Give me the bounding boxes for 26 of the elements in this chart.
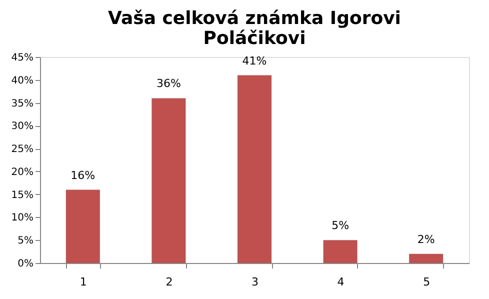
data-label: 5% xyxy=(332,219,350,232)
bar xyxy=(238,75,272,263)
data-label: 41% xyxy=(242,54,267,68)
bar xyxy=(409,254,444,263)
bar xyxy=(323,240,358,263)
y-tick-label: 30% xyxy=(11,121,34,132)
data-label: 36% xyxy=(156,77,181,90)
x-tick-label: 5 xyxy=(423,276,430,288)
data-label: 2% xyxy=(417,232,435,246)
y-tick-label: 45% xyxy=(11,52,34,64)
y-tick-label: 25% xyxy=(11,144,34,156)
data-label: 16% xyxy=(70,168,96,182)
x-tick-label: 4 xyxy=(337,276,344,288)
x-tick-label: 3 xyxy=(252,276,258,288)
bar xyxy=(66,190,100,263)
y-tick-label: 20% xyxy=(11,166,34,178)
x-tick-label: 1 xyxy=(80,276,87,288)
chart-title: Vaša celková známka Igorovi Poláčikovi xyxy=(108,8,401,49)
y-tick-label: 35% xyxy=(11,98,34,110)
x-tick-label: 2 xyxy=(166,276,173,288)
bar xyxy=(152,98,186,263)
y-tick-label: 0% xyxy=(18,258,34,270)
y-tick-label: 5% xyxy=(18,236,34,247)
y-tick-label: 40% xyxy=(11,75,34,86)
y-tick-label: 15% xyxy=(11,190,34,201)
y-tick-label: 10% xyxy=(11,212,34,224)
